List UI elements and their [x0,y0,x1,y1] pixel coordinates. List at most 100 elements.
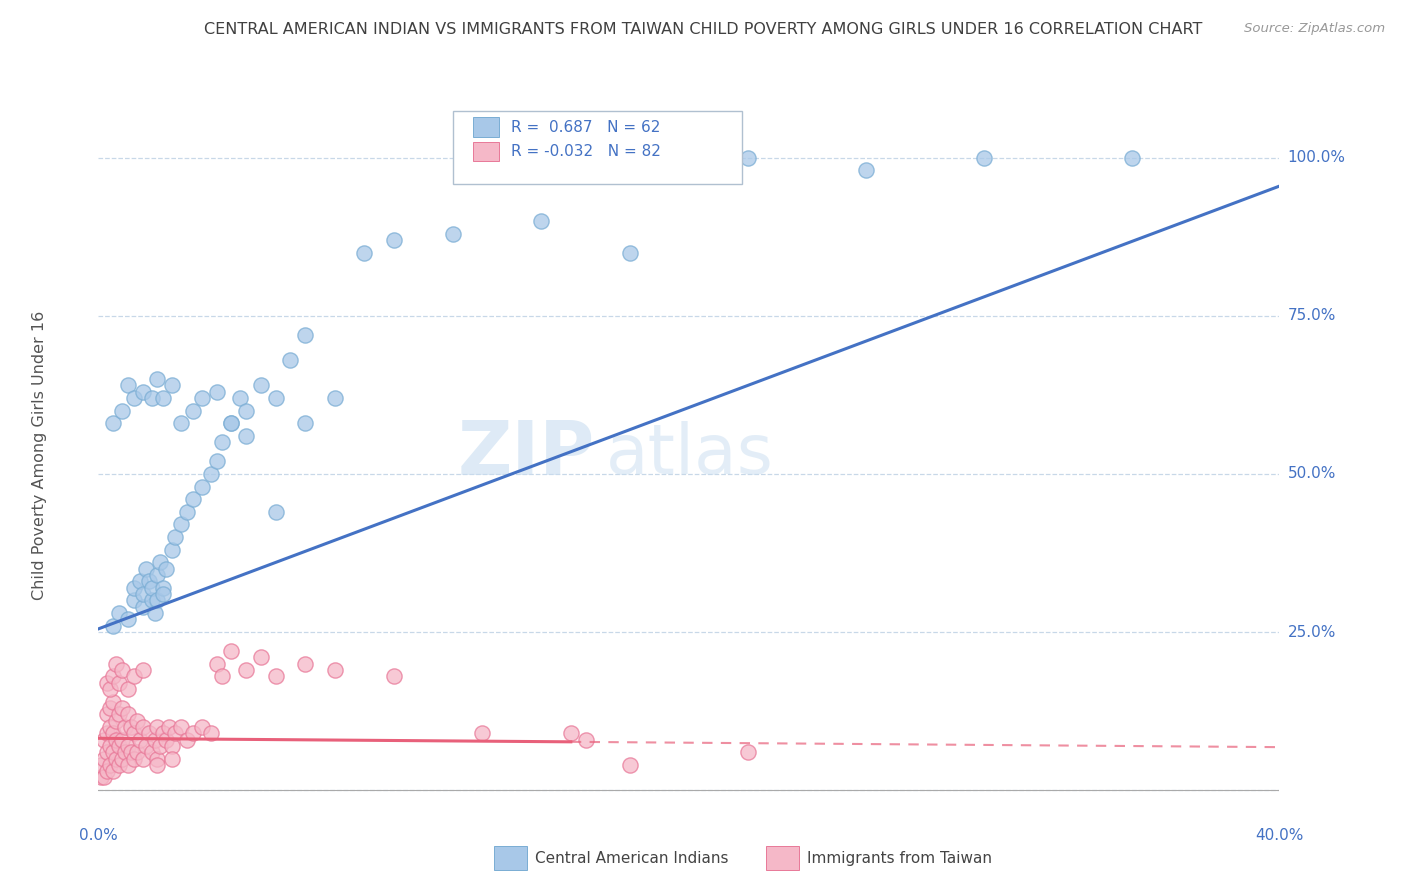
Point [108,739,131,753]
Point [530,214,553,228]
Point [117,612,139,626]
Bar [472,142,499,161]
Point [103,726,125,740]
Point [235,429,257,443]
Point [114,745,136,759]
Point [146,372,169,386]
Point [737,151,759,165]
Point [165,726,187,740]
Point [138,574,160,589]
Point [111,751,134,765]
Point [146,568,169,582]
Point [114,720,136,734]
Text: 50.0%: 50.0% [1288,467,1336,482]
Point [108,757,131,772]
Point [471,726,494,740]
Point [219,644,242,658]
Point [105,732,128,747]
Point [117,757,139,772]
Point [162,378,183,392]
Point [200,726,222,740]
Point [143,606,166,620]
Point [96,707,118,722]
Text: ZIP: ZIP [457,418,595,491]
Point [191,720,214,734]
Point [200,467,222,481]
Point [143,732,166,747]
Point [250,650,273,665]
Point [98,681,121,696]
Bar [494,846,527,871]
Point [162,751,183,765]
Point [117,378,139,392]
Point [122,669,145,683]
Point [105,657,128,671]
Point [141,581,163,595]
Point [229,391,252,405]
Point [264,669,287,683]
Point [96,745,118,759]
Point [191,479,214,493]
Point [96,726,118,740]
Point [152,391,174,405]
Text: Immigrants from Taiwan: Immigrants from Taiwan [807,851,993,866]
Point [128,574,150,589]
Point [278,353,302,368]
Text: 75.0%: 75.0% [1288,309,1336,323]
Point [103,695,125,709]
Point [205,384,228,399]
Point [141,593,163,607]
Point [90,771,112,785]
Text: atlas: atlas [606,421,775,489]
Point [323,391,346,405]
Text: CENTRAL AMERICAN INDIAN VS IMMIGRANTS FROM TAIWAN CHILD POVERTY AMONG GIRLS UNDE: CENTRAL AMERICAN INDIAN VS IMMIGRANTS FR… [204,22,1202,37]
Point [135,562,157,576]
Point [205,454,228,468]
Point [294,417,316,431]
Point [103,669,125,683]
Point [157,720,180,734]
Point [146,751,169,765]
Point [98,757,121,772]
Point [98,720,121,734]
Point [382,669,405,683]
Point [250,378,273,392]
Point [141,745,163,759]
Point [146,720,169,734]
Point [132,599,155,614]
Point [93,771,115,785]
Point [135,739,157,753]
Point [382,233,405,247]
Point [111,403,134,417]
Point [149,739,172,753]
Text: R = -0.032   N = 82: R = -0.032 N = 82 [510,145,661,159]
Point [170,417,193,431]
Point [141,391,163,405]
Point [132,663,155,677]
Point [176,732,198,747]
Point [117,739,139,753]
Point [111,732,134,747]
Point [155,732,177,747]
Bar [472,118,499,137]
Point [122,581,145,595]
Point [108,675,131,690]
Point [294,327,316,342]
Point [132,751,155,765]
Point [152,587,174,601]
Point [103,417,125,431]
Point [176,505,198,519]
Point [93,732,115,747]
Point [120,745,142,759]
Point [211,435,233,450]
Point [98,739,121,753]
Point [103,618,125,632]
Text: Source: ZipAtlas.com: Source: ZipAtlas.com [1244,22,1385,36]
Text: 40.0%: 40.0% [1256,828,1303,843]
Point [122,593,145,607]
Point [105,751,128,765]
Point [108,707,131,722]
Text: Child Poverty Among Girls Under 16: Child Poverty Among Girls Under 16 [32,310,46,599]
Point [122,391,145,405]
Point [170,517,193,532]
